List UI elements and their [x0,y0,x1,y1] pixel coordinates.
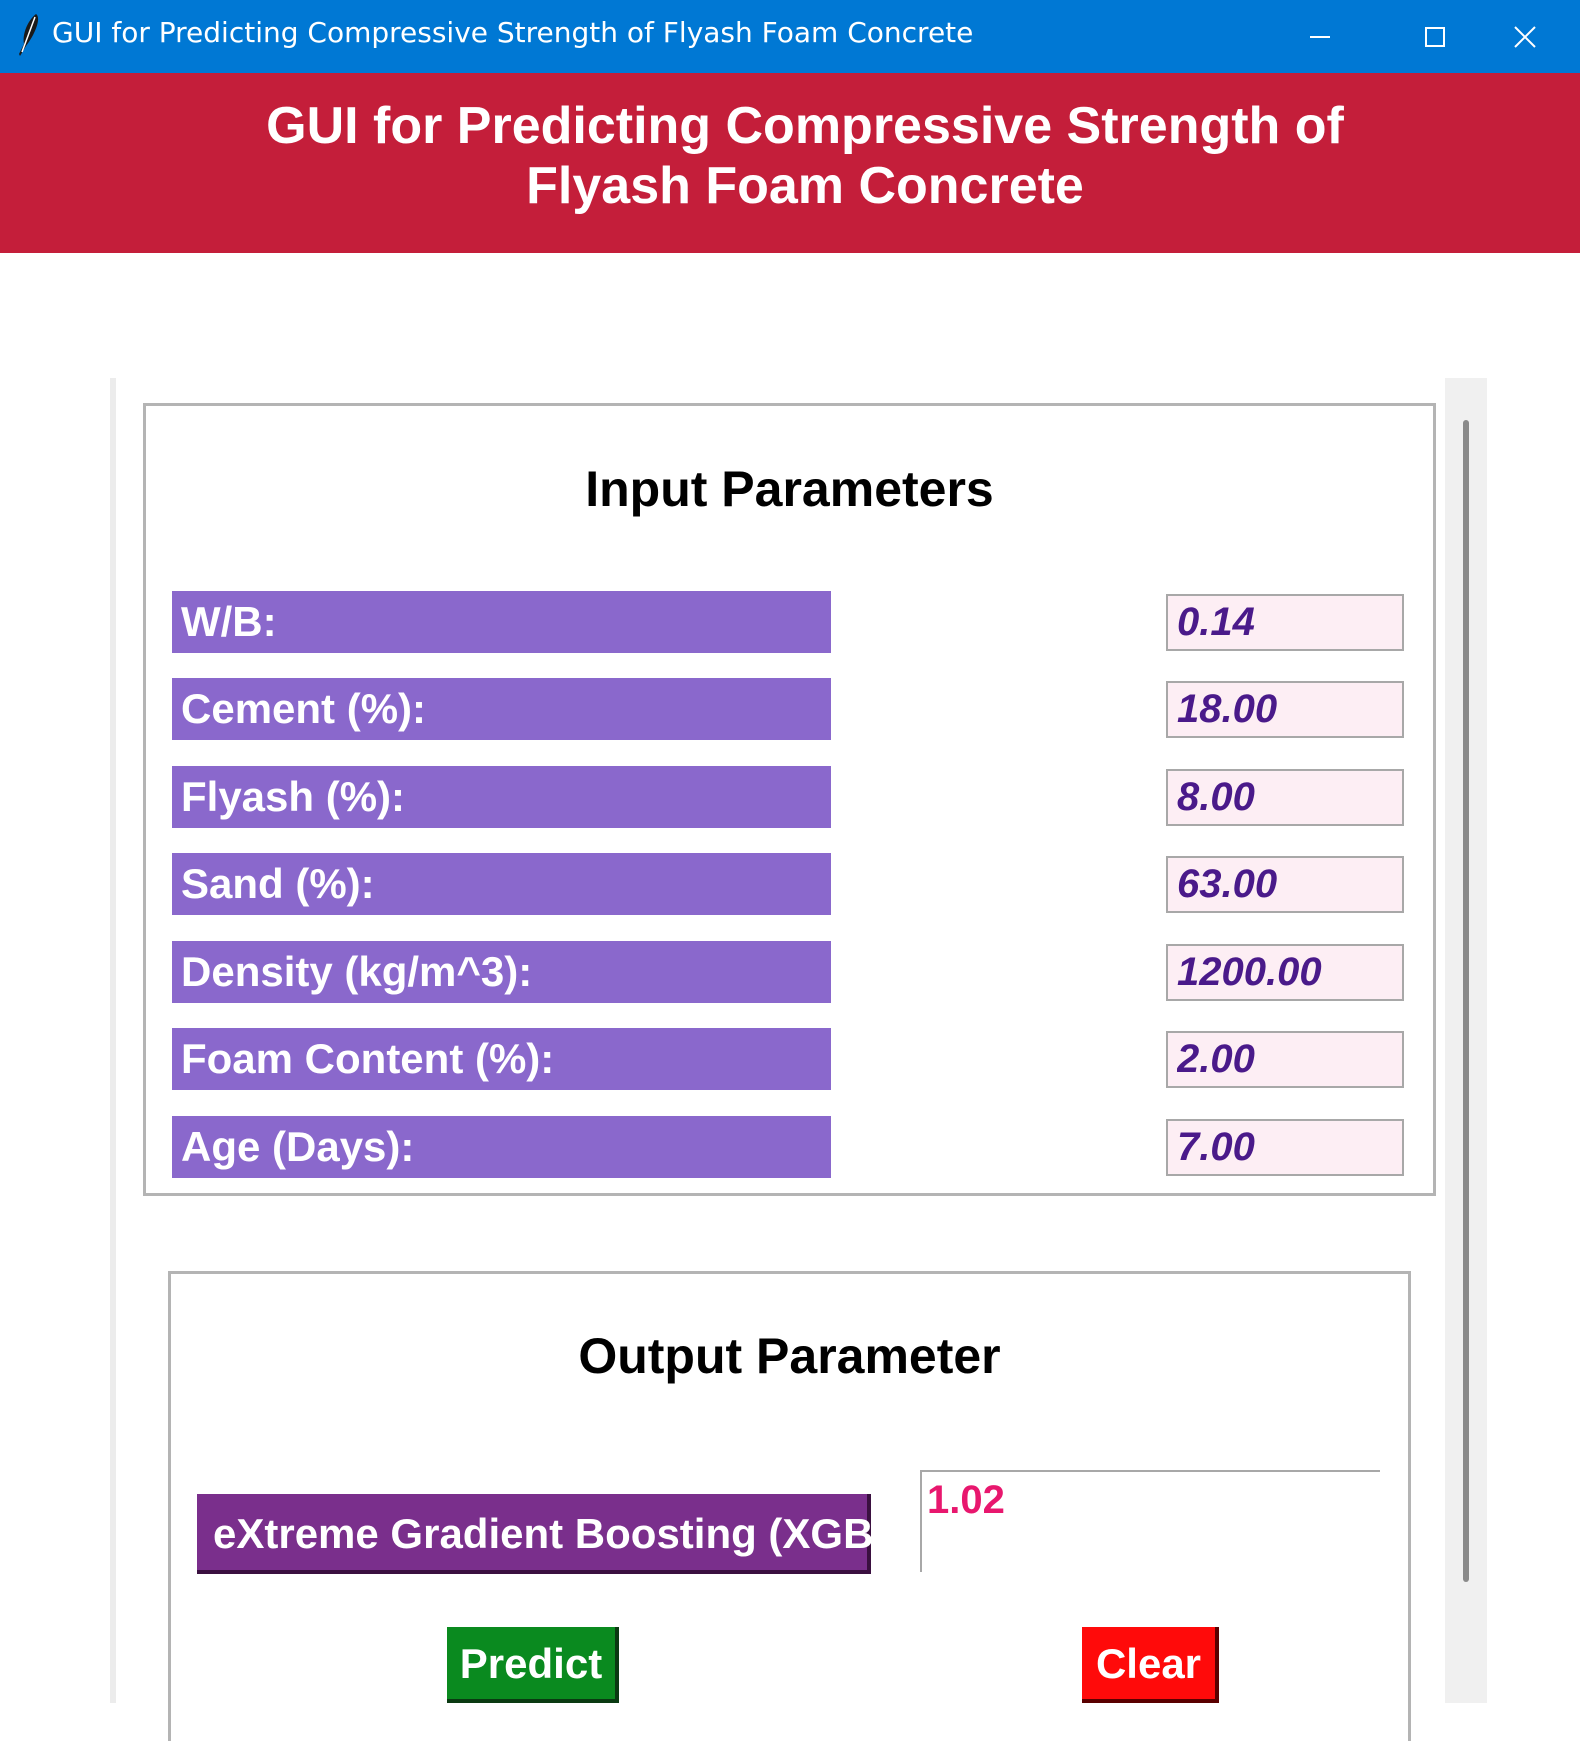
minimize-button[interactable] [1265,0,1375,73]
flyash-input[interactable] [1166,769,1404,826]
result-textbox[interactable] [920,1470,1380,1572]
wb-label: W/B: [172,591,831,653]
density-label: Density (kg/m^3): [172,941,831,1003]
output-parameter-heading: Output Parameter [578,1328,1001,1384]
cement-input[interactable] [1166,681,1404,738]
sand-input[interactable] [1166,856,1404,913]
density-input[interactable] [1166,944,1404,1001]
feather-icon [14,12,44,58]
banner-title-line1: GUI for Predicting Compressive Strength … [266,97,1344,155]
input-parameters-heading: Input Parameters [585,461,994,517]
close-icon [1514,25,1536,48]
xgb-model-label: eXtreme Gradient Boosting (XGB) [197,1494,887,1574]
output-parameter-frame [168,1271,1411,1741]
age-label: Age (Days): [172,1116,831,1178]
cement-label: Cement (%): [172,678,831,740]
predict-button[interactable]: Predict [447,1627,619,1703]
minimize-icon [1310,35,1330,38]
wb-input[interactable] [1166,594,1404,651]
age-input[interactable] [1166,1119,1404,1176]
result-value: 1.02 [927,1478,1005,1522]
clear-button[interactable]: Clear [1082,1627,1219,1703]
close-button[interactable] [1470,0,1580,73]
scroll-area-edge [110,378,116,1703]
scrollbar-thumb[interactable] [1463,420,1469,1582]
window-title: GUI for Predicting Compressive Strength … [52,16,974,49]
sand-label: Sand (%): [172,853,831,915]
banner-title: GUI for Predicting Compressive Strength … [200,96,1410,216]
foam-content-input[interactable] [1166,1031,1404,1088]
header-banner [0,73,1580,253]
maximize-button[interactable] [1380,0,1490,73]
input-parameters-frame [143,403,1436,1196]
banner-title-line2: Flyash Foam Concrete [526,157,1084,215]
foam-content-label: Foam Content (%): [172,1028,831,1090]
flyash-label: Flyash (%): [172,766,831,828]
maximize-icon [1425,26,1445,47]
